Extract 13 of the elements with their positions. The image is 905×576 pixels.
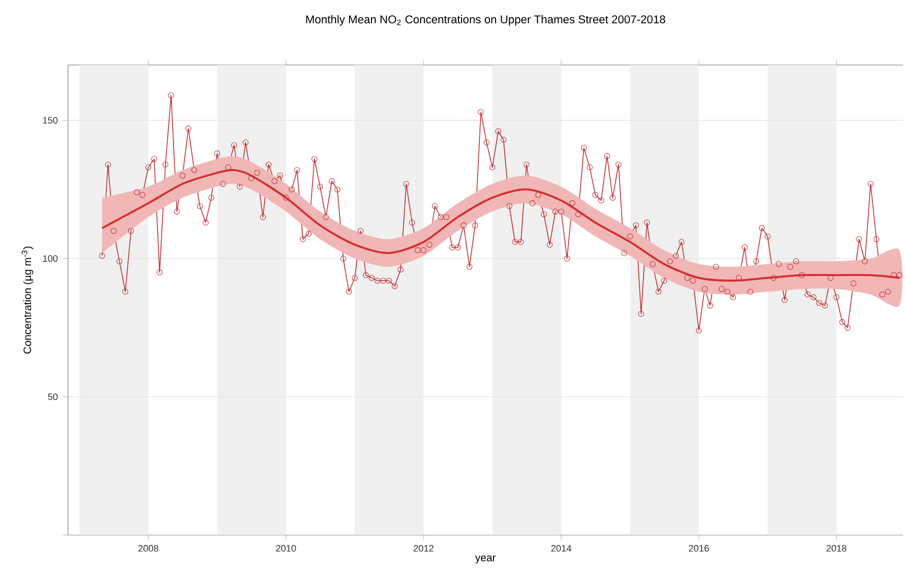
x-tick-label: 2012 (414, 545, 434, 552)
y-axis-title: Concentration (µg m$^{-3}$) (22, 246, 34, 354)
x-tick-label: 2016 (688, 545, 709, 552)
x-tick-label: 2018 (826, 545, 846, 552)
chart-title: Monthly Mean NO$_{2}$ Concentrations on Upper Thames Street 2007-2018 (306, 15, 666, 26)
x-tick-label: 2010 (276, 545, 296, 552)
y-tick-label: 50 (48, 393, 58, 400)
line-series (101, 169, 900, 282)
x-axis-title: year (475, 555, 496, 564)
x-tick-label: 2008 (138, 545, 158, 552)
x-tick-label: 2014 (551, 545, 572, 552)
y-tick-label: 150 (43, 117, 58, 124)
y-tick-label: 100 (43, 255, 58, 262)
